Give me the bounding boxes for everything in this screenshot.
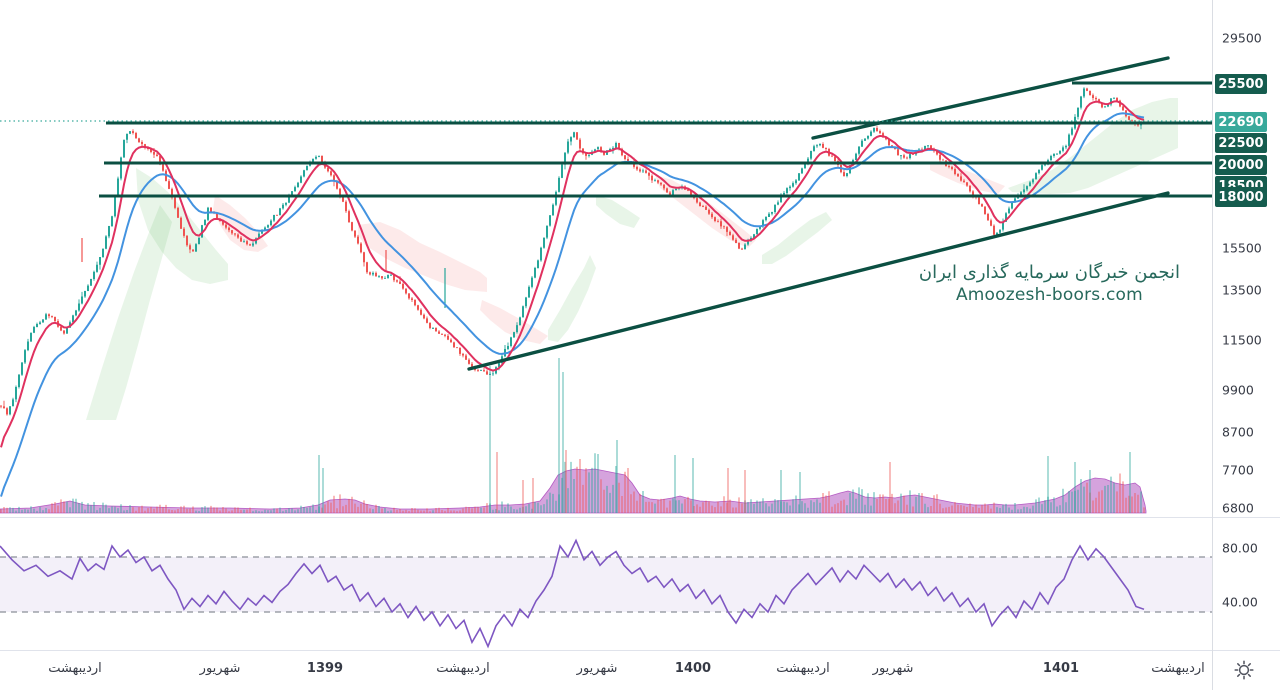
x-axis-month-label[interactable]: شهریور (576, 661, 618, 676)
x-axis-month-label[interactable]: اردیبهشت (436, 661, 490, 676)
price-spike-marks (81, 238, 446, 308)
rsi-line (0, 538, 1145, 649)
y-axis-tick: 6800 (1222, 500, 1254, 516)
x-axis-month-label[interactable]: اردیبهشت (776, 661, 830, 676)
x-axis-month-label[interactable]: اردیبهشت (1151, 661, 1205, 676)
rsi-band-label: 80.00 (1222, 540, 1258, 556)
rsi-pane (0, 538, 1212, 649)
level-price-label[interactable]: 25500 (1215, 74, 1267, 94)
pane-separator-rsi[interactable] (0, 517, 1280, 518)
watermark-url-text: Amoozesh-boors.com (955, 284, 1143, 305)
current-price-label[interactable]: 22690 (1215, 112, 1267, 132)
volume-bars (0, 453, 1145, 513)
y-axis-tick: 8700 (1222, 424, 1254, 440)
pane-separator-timeaxis (0, 650, 1280, 651)
price-axis-separator (1212, 0, 1213, 690)
ichimoku-cloud-layer (86, 98, 1178, 420)
level-price-label[interactable]: 18000 (1215, 187, 1267, 207)
trend-lines[interactable] (467, 56, 1170, 371)
x-axis-year-label[interactable]: 1400 (674, 661, 712, 676)
slow-ma-line (0, 112, 1145, 497)
time-axis[interactable]: اردیبهشت شهریور 1399 اردیبهشت شهریور 1400 اردی… (0, 650, 1212, 690)
x-axis-year-label[interactable]: 1399 (306, 661, 344, 676)
volume-ma-area (0, 468, 1147, 514)
y-axis-tick: 7700 (1222, 462, 1254, 478)
y-axis-tick: 15500 (1222, 240, 1262, 256)
y-axis-tick: 11500 (1222, 332, 1262, 348)
y-axis-tick: 9900 (1222, 382, 1254, 398)
y-axis-tick: 29500 (1222, 30, 1262, 46)
x-axis-month-label[interactable]: اردیبهشت (48, 661, 102, 676)
volume-spikes (318, 358, 1131, 513)
rsi-band-label: 40.00 (1222, 594, 1258, 610)
sun-icon[interactable] (1233, 659, 1255, 681)
x-axis-year-label[interactable]: 1401 (1042, 661, 1080, 676)
x-axis-month-label[interactable]: شهریور (872, 661, 914, 676)
watermark-persian-text: انجمن خبرگان سرمایه گذاری ایران (918, 262, 1180, 283)
level-lines[interactable] (99, 81, 1212, 198)
x-axis-month-label[interactable]: شهریور (199, 661, 241, 676)
y-axis-tick: 13500 (1222, 282, 1262, 298)
level-price-label[interactable]: 22500 (1215, 133, 1267, 153)
watermark: انجمن خبرگان سرمایه گذاری ایران Amoozesh… (919, 262, 1180, 306)
level-price-label[interactable]: 20000 (1215, 155, 1267, 175)
